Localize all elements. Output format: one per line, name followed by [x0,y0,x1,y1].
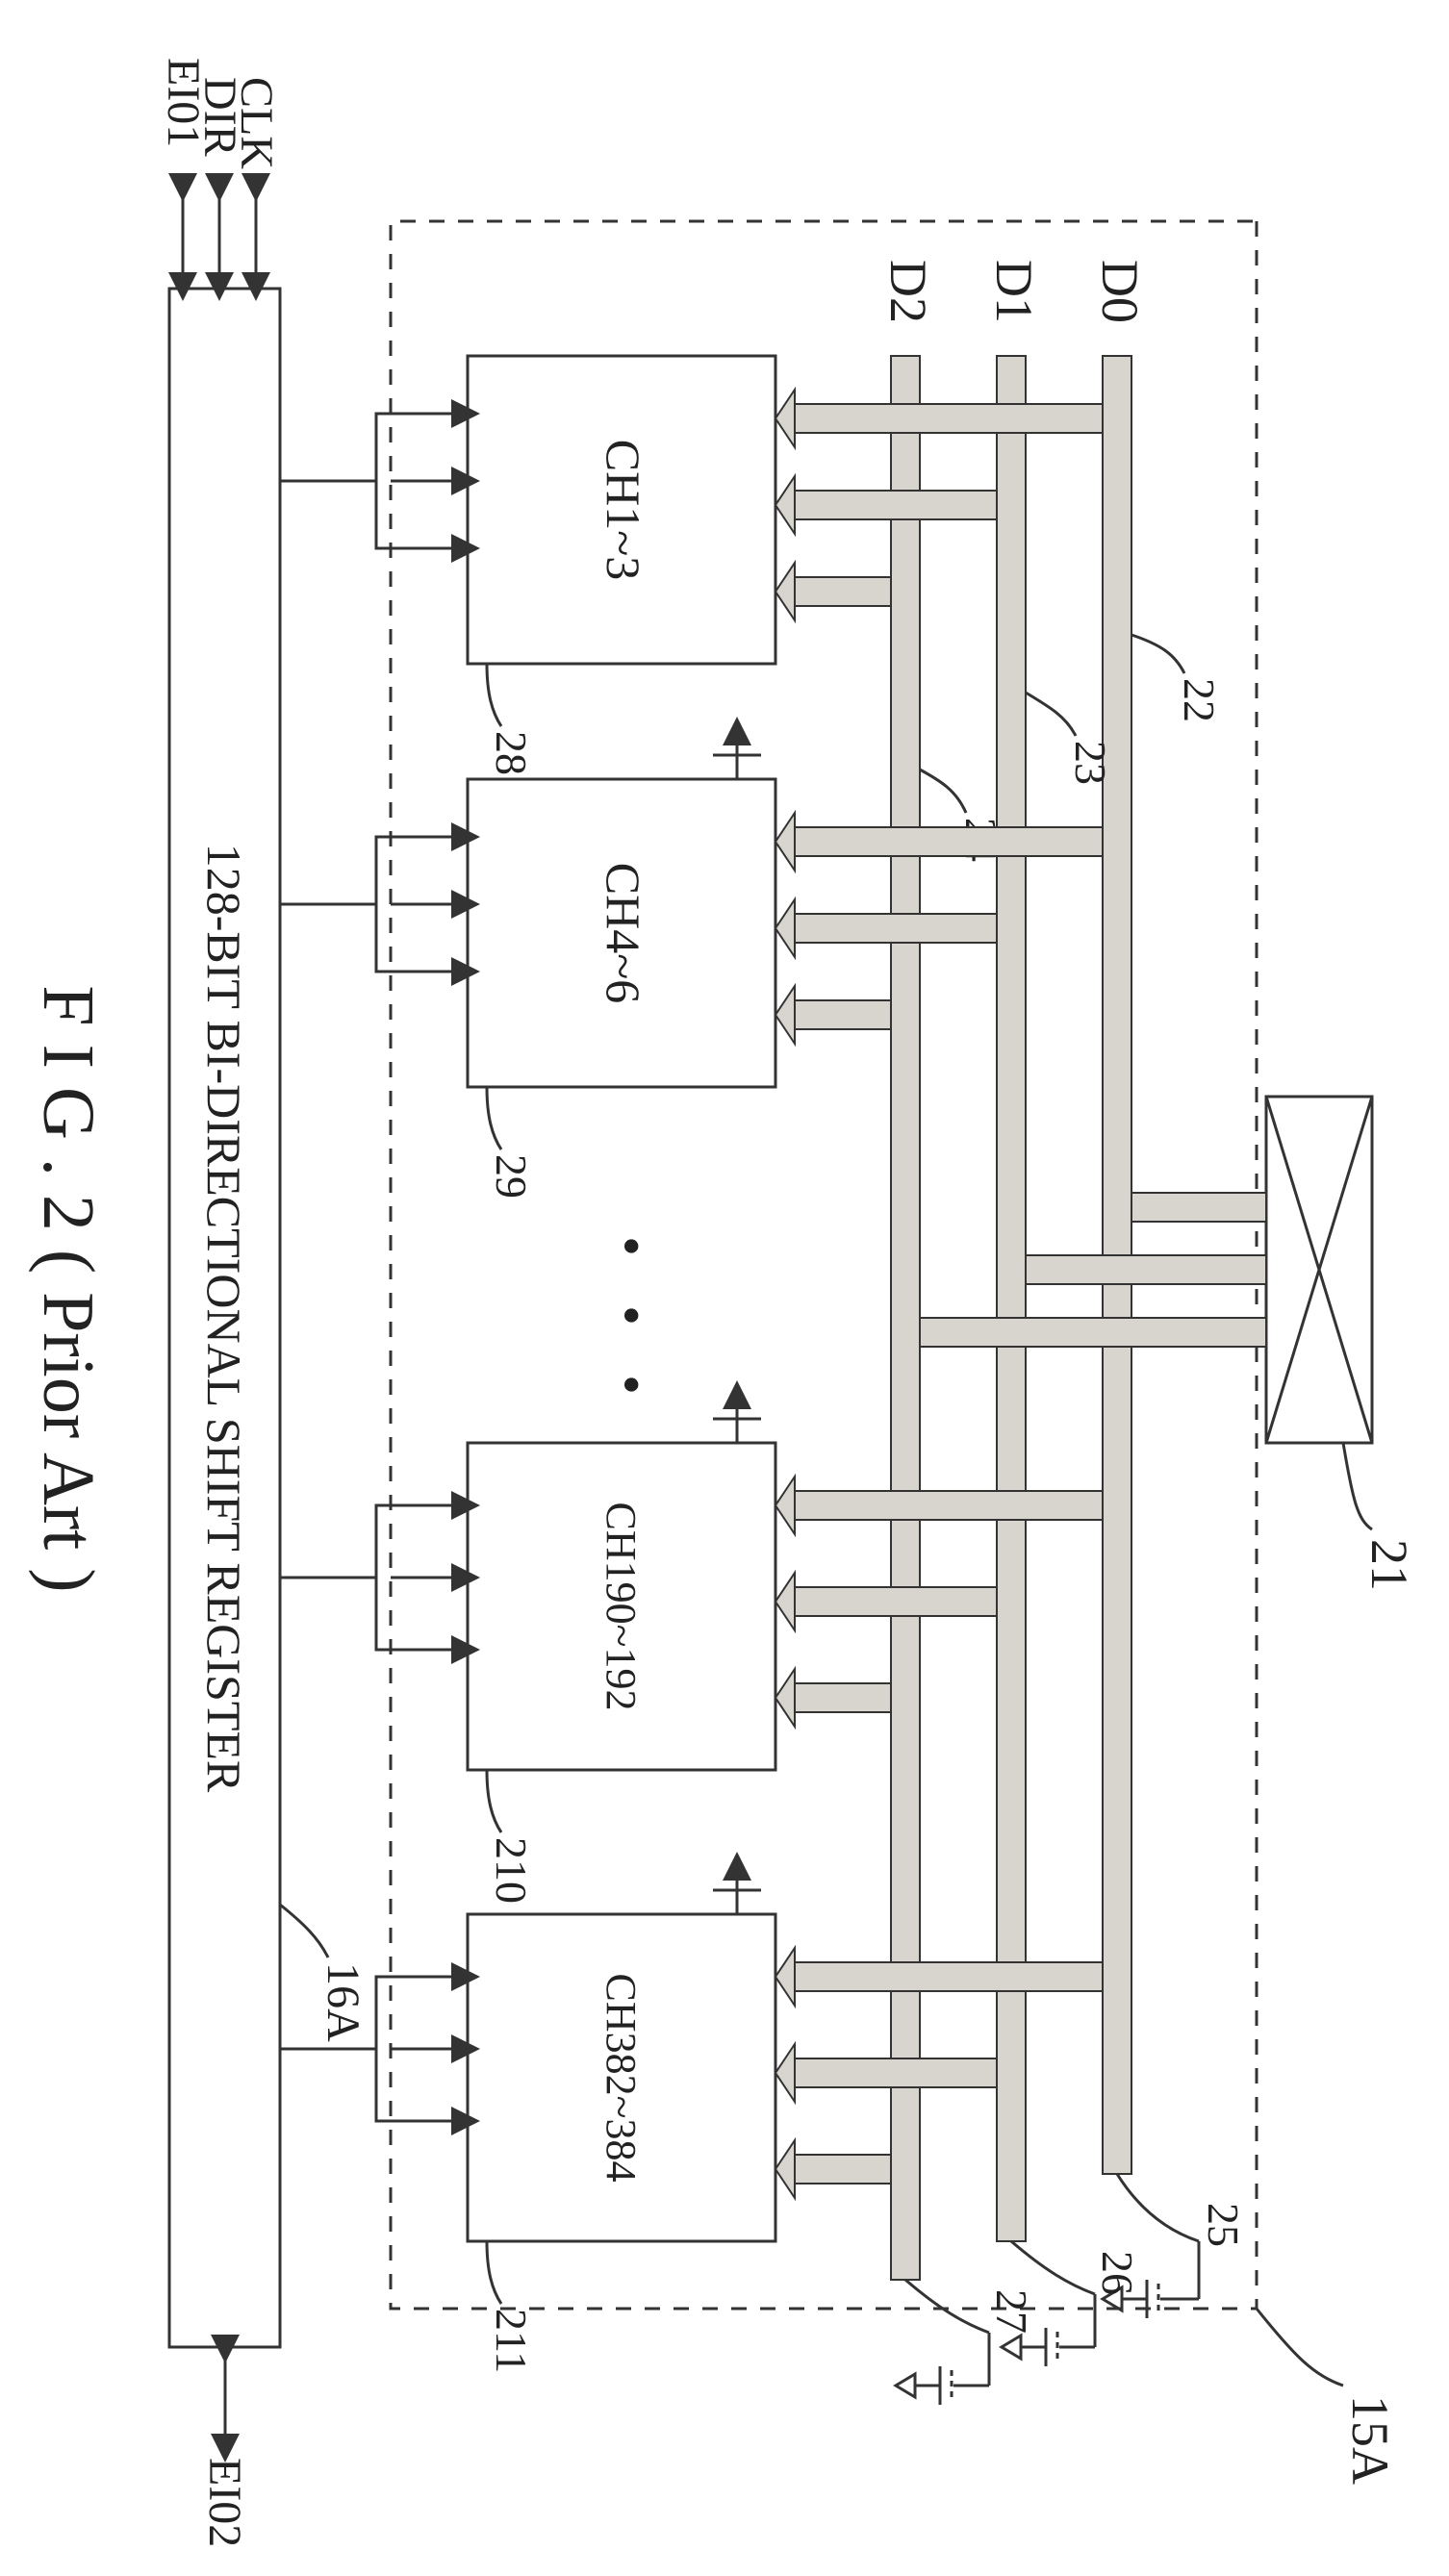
ref-15a: 15A [1341,2395,1399,2485]
svg-text:26: 26 [1093,2251,1142,2295]
ref-15a-leader [1257,2309,1343,2386]
ref-210: 210 [487,1837,536,1904]
cap-25: 25 [1103,2174,1248,2318]
cap-27: 27 [896,2280,1036,2405]
ref-211: 211 [487,2309,536,2373]
figure-svg: 15A 21 D0 22 D1 23 D2 24 [0,0,1449,2576]
svg-text:25: 25 [1199,2203,1248,2247]
ref-21: 21 [1360,1539,1418,1591]
ch-label-0: CH1~3 [597,440,650,581]
sr-label: 128-BIT BI-DIRECTIONAL SHIFT REGISTER [197,844,251,1793]
ch-label-2: CH190~192 [597,1503,645,1711]
svg-text:27: 27 [987,2289,1036,2334]
ref-16a: 16A [318,1962,369,2042]
ref-29: 29 [487,1154,536,1199]
ch-label-1: CH4~6 [597,863,650,1004]
shift-register: 128-BIT BI-DIRECTIONAL SHIFT REGISTER 16… [158,58,369,2547]
ref-22: 22 [1175,678,1224,722]
ref-28: 28 [487,731,536,775]
d2-label: D2 [879,260,937,323]
ref-23: 23 [1066,741,1115,785]
ch-label-3: CH382~384 [597,1974,645,2183]
d1-label: D1 [985,260,1043,323]
figure-caption: F I G . 2 ( Prior Art ) [28,985,109,1592]
ei01-label: EI01 [158,58,209,147]
channel-blocks: CH1~3 28 CH4~6 [280,356,1103,2373]
source-box: 21 [1266,1097,1418,1591]
d0-label: D0 [1091,260,1149,323]
ei02-label: EI02 [199,2458,250,2547]
